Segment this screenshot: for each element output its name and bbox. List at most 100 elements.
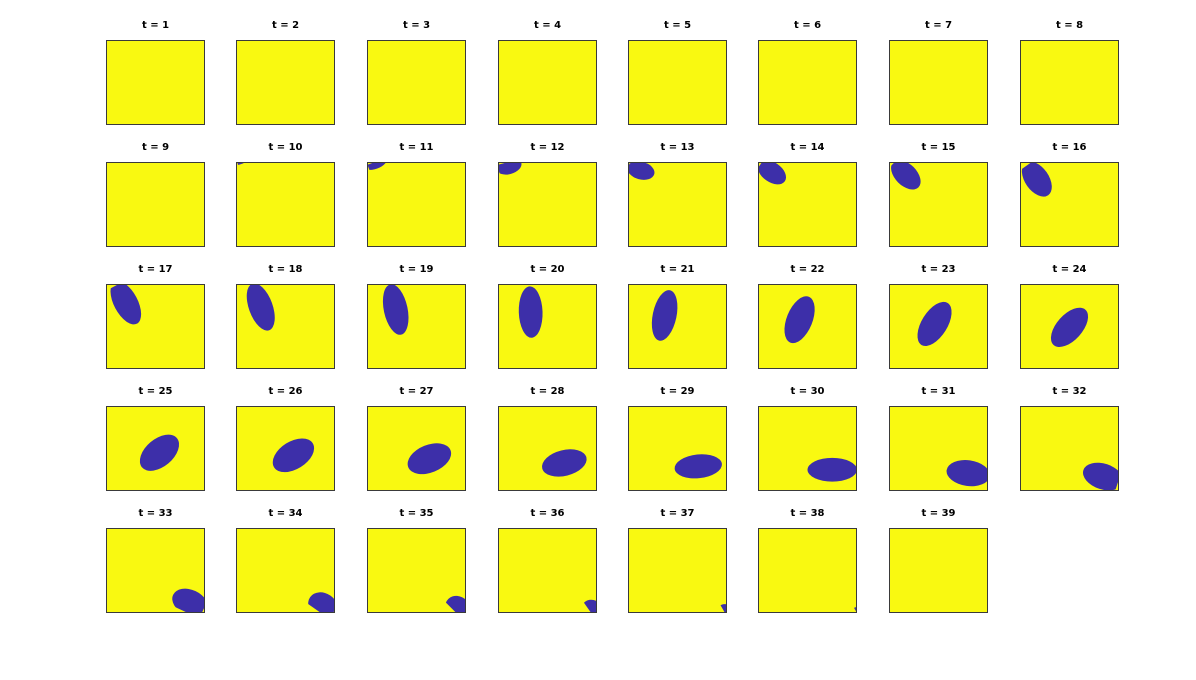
frame-panel: t = 20 <box>498 262 597 369</box>
frame-title: t = 34 <box>268 508 303 519</box>
frame-panel: t = 1 <box>106 18 205 125</box>
frame-panel: t = 4 <box>498 18 597 125</box>
frame-image <box>758 284 857 369</box>
frame-border <box>236 406 335 491</box>
frame-image <box>498 162 597 247</box>
ellipse-blob <box>891 162 921 190</box>
frame-image <box>758 528 857 613</box>
frame-image <box>367 40 466 125</box>
frame-title: t = 33 <box>138 508 173 519</box>
frame-title: t = 24 <box>1052 264 1087 275</box>
frame-background <box>367 284 466 369</box>
frame-panel: t = 28 <box>498 384 597 491</box>
frame-title: t = 5 <box>663 20 692 31</box>
frame-border <box>106 284 205 369</box>
frame-panel: t = 17 <box>106 262 205 369</box>
frame-background <box>628 284 727 369</box>
frame-panel: t = 39 <box>889 506 988 613</box>
ellipse-blob <box>917 301 952 347</box>
frame-image <box>758 162 857 247</box>
frame-border <box>498 162 597 247</box>
ellipse-blob <box>784 296 815 344</box>
frame-background <box>236 40 335 125</box>
frame-panel: t = 32 <box>1020 384 1119 491</box>
frame-title: t = 16 <box>1052 142 1087 153</box>
frame-background <box>628 406 727 491</box>
ellipse-blob <box>674 454 722 479</box>
frame-panel: t = 19 <box>367 262 466 369</box>
frame-border <box>106 162 205 247</box>
ellipse-blob <box>1050 307 1089 347</box>
frame-image <box>106 162 205 247</box>
frame-panel: t = 14 <box>758 140 857 247</box>
frame-background <box>498 406 597 491</box>
frame-background <box>498 528 597 613</box>
frame-panel: t = 36 <box>498 506 597 613</box>
frame-image <box>367 284 466 369</box>
frame-title: t = 29 <box>660 386 695 397</box>
frame-border <box>498 406 597 491</box>
frame-title: t = 28 <box>530 386 565 397</box>
frame-background <box>367 406 466 491</box>
frame-image <box>628 162 727 247</box>
frame-panel: t = 7 <box>889 18 988 125</box>
frame-panel: t = 21 <box>628 262 727 369</box>
frame-panel: t = 23 <box>889 262 988 369</box>
frame-title: t = 36 <box>530 508 565 519</box>
frame-border <box>1020 162 1119 247</box>
frame-border <box>889 406 988 491</box>
frame-title: t = 30 <box>790 386 825 397</box>
frame-panel: t = 9 <box>106 140 205 247</box>
frame-image <box>236 40 335 125</box>
frame-background <box>367 162 466 247</box>
frame-border <box>758 284 857 369</box>
frame-title: t = 22 <box>790 264 825 275</box>
frame-panel: t = 35 <box>367 506 466 613</box>
frame-title: t = 7 <box>924 20 953 31</box>
frame-title: t = 25 <box>138 386 173 397</box>
ellipse-blob <box>445 595 466 613</box>
ellipse-blob <box>651 290 678 341</box>
frame-title: t = 23 <box>921 264 956 275</box>
ellipse-blob <box>407 443 452 475</box>
frame-title: t = 21 <box>660 264 695 275</box>
frame-image <box>1020 284 1119 369</box>
frame-title: t = 14 <box>790 142 825 153</box>
frame-panel: t = 8 <box>1020 18 1119 125</box>
ellipse-blob <box>367 162 388 170</box>
frame-panel: t = 6 <box>758 18 857 125</box>
frame-background <box>498 162 597 247</box>
frame-title: t = 3 <box>402 20 431 31</box>
frame-border <box>367 162 466 247</box>
frame-background <box>758 40 857 125</box>
frame-image <box>1020 162 1119 247</box>
frame-title: t = 35 <box>399 508 434 519</box>
frame-border <box>498 284 597 369</box>
frame-title: t = 6 <box>793 20 822 31</box>
frame-title: t = 9 <box>141 142 170 153</box>
frame-panel: t = 3 <box>367 18 466 125</box>
frame-image <box>628 528 727 613</box>
frame-title: t = 13 <box>660 142 695 153</box>
frame-border <box>628 528 727 613</box>
frame-image <box>1020 406 1119 491</box>
ellipse-blob <box>110 284 142 325</box>
frame-border <box>758 162 857 247</box>
ellipse-blob <box>518 286 543 338</box>
frame-title: t = 12 <box>530 142 565 153</box>
frame-image <box>106 40 205 125</box>
frame-image <box>889 284 988 369</box>
frame-border <box>1020 406 1119 491</box>
frame-panel: t = 11 <box>367 140 466 247</box>
frame-border <box>889 528 988 613</box>
frame-panel: t = 2 <box>236 18 335 125</box>
frame-image <box>106 284 205 369</box>
frame-image <box>628 406 727 491</box>
frame-border <box>758 40 857 125</box>
frame-image <box>498 40 597 125</box>
frame-title: t = 38 <box>790 508 825 519</box>
frame-image <box>758 406 857 491</box>
frame-panel: t = 29 <box>628 384 727 491</box>
frame-background <box>889 528 988 613</box>
